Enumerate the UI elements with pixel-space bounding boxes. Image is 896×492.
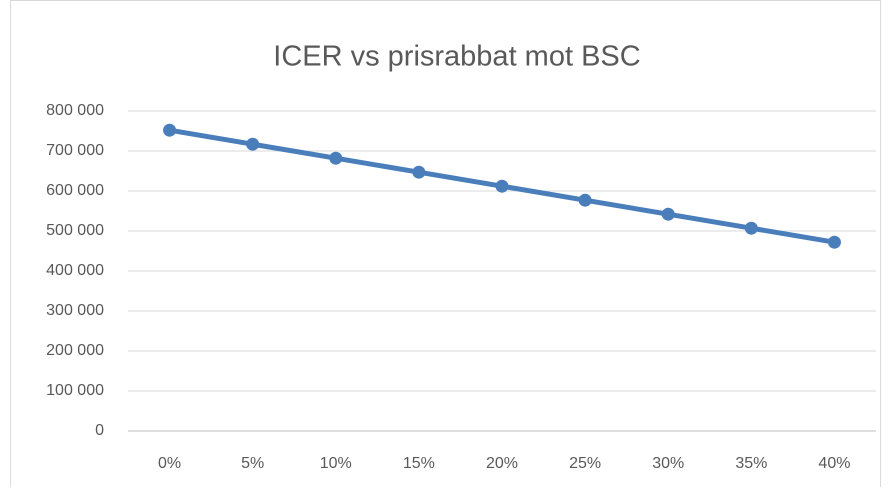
data-point <box>246 137 260 151</box>
x-tick-label: 10% <box>320 455 352 472</box>
data-point <box>661 207 675 221</box>
x-tick-label: 25% <box>569 455 601 472</box>
y-tick-label: 400 000 <box>46 262 104 279</box>
y-tick-label: 600 000 <box>46 182 104 199</box>
y-tick-label: 200 000 <box>46 342 104 359</box>
x-tick-label: 30% <box>652 455 684 472</box>
y-tick-label: 100 000 <box>46 382 104 399</box>
y-tick-label: 300 000 <box>46 302 104 319</box>
data-point <box>329 151 343 165</box>
y-tick-label: 0 <box>95 422 104 439</box>
x-tick-label: 35% <box>735 455 767 472</box>
x-tick-label: 40% <box>818 455 850 472</box>
x-tick-label: 20% <box>486 455 518 472</box>
x-tick-label: 0% <box>158 455 181 472</box>
chart-title: ICER vs prisrabbat mot BSC <box>273 41 640 73</box>
data-point <box>578 193 592 207</box>
y-tick-label: 700 000 <box>46 142 104 159</box>
y-tick-label: 800 000 <box>46 102 104 119</box>
data-point <box>495 179 509 193</box>
x-tick-label: 5% <box>241 455 264 472</box>
chart-border <box>10 0 881 491</box>
y-tick-label: 500 000 <box>46 222 104 239</box>
data-point <box>412 165 426 179</box>
data-point <box>163 123 177 137</box>
x-tick-label: 15% <box>403 455 435 472</box>
data-point <box>744 221 758 235</box>
data-point <box>827 235 841 249</box>
